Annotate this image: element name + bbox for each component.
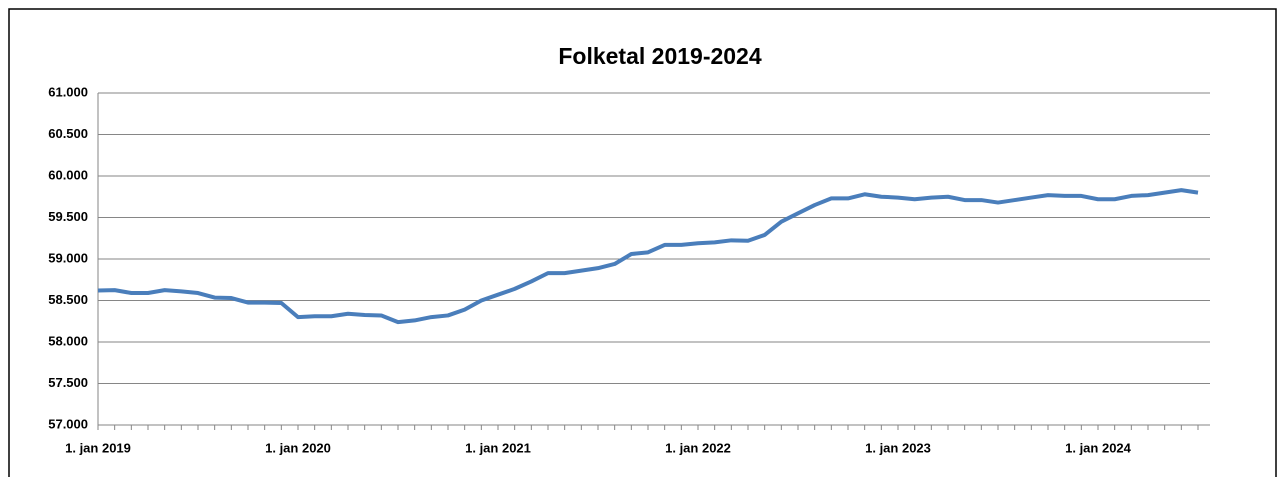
y-tick-label: 57.000: [48, 416, 88, 431]
x-tick-label: 1. jan 2020: [265, 440, 331, 455]
y-tick-label: 57.500: [48, 375, 88, 390]
y-tick-label: 59.500: [48, 209, 88, 224]
x-tick-label: 1. jan 2023: [865, 440, 931, 455]
data-line: [97, 188, 1199, 325]
x-tick-label: 1. jan 2021: [465, 440, 531, 455]
y-tick-label: 60.500: [48, 126, 88, 141]
y-tick-label: 58.500: [48, 292, 88, 307]
x-tick-label: 1. jan 2024: [1065, 440, 1132, 455]
chart-title: Folketal 2019-2024: [558, 43, 762, 69]
y-tick-label: 61.000: [48, 84, 88, 99]
y-tick-label: 59.000: [48, 250, 88, 265]
x-tick-label: 1. jan 2022: [665, 440, 731, 455]
y-tick-label: 58.000: [48, 333, 88, 348]
x-tick-label: 1. jan 2019: [65, 440, 131, 455]
y-tick-label: 60.000: [48, 167, 88, 182]
chart-border: [8, 8, 1277, 477]
